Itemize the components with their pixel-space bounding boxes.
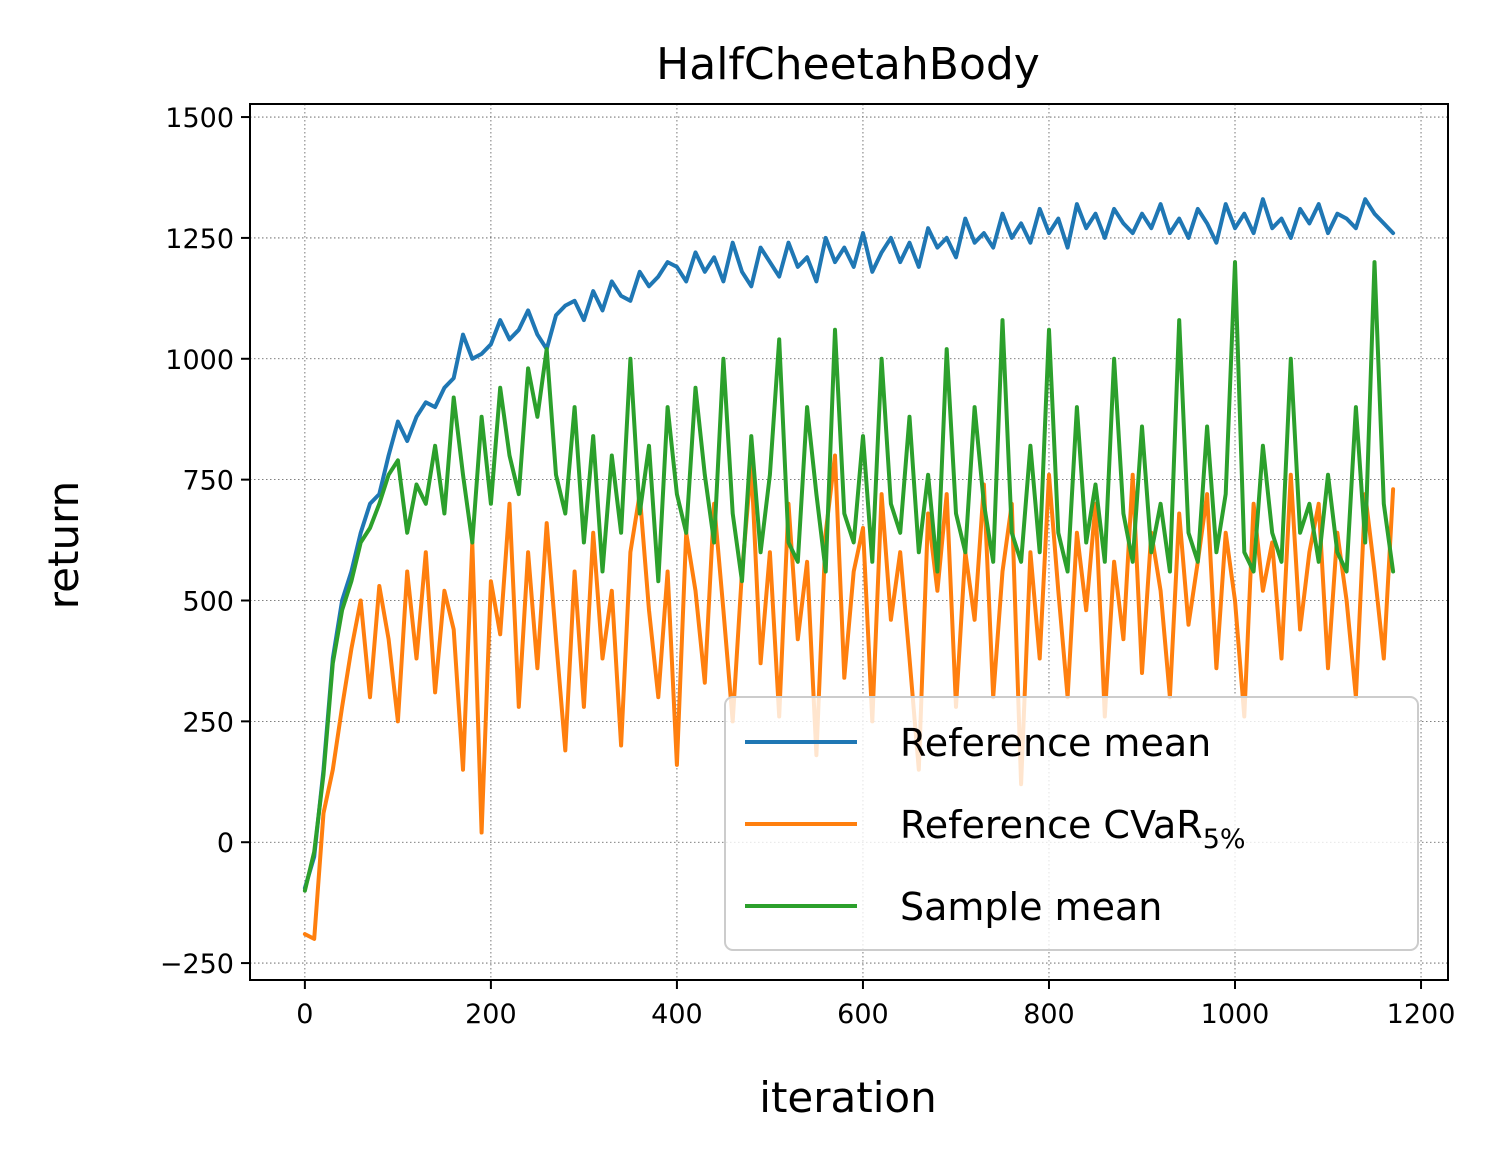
legend-label-text: Reference CVaR: [900, 803, 1203, 847]
plot-frame: [249, 103, 1449, 981]
y-tick-label: 1000: [165, 345, 234, 376]
y-axis-label: return: [39, 481, 88, 609]
series-line-1: [302, 453, 1396, 941]
legend-label-text: Reference mean: [900, 721, 1211, 765]
x-tick-label: 600: [837, 999, 889, 1030]
x-tick-label: 1000: [1201, 999, 1270, 1030]
y-tick-label: 750: [182, 466, 234, 497]
series-line-0: [302, 197, 1396, 891]
x-tick-label: 400: [651, 999, 703, 1030]
y-tick-label: −250: [160, 949, 234, 980]
chart-title: HalfCheetahBody: [656, 39, 1040, 90]
y-tick-label: 1250: [165, 224, 234, 255]
legend-label-1: Reference CVaR5%: [900, 803, 1246, 855]
legend-label-text: Sample mean: [900, 885, 1162, 929]
x-axis-label: iteration: [759, 1073, 936, 1122]
series-line-2: [302, 260, 1396, 893]
y-tick-label: 250: [182, 707, 234, 738]
legend: Reference mean Reference CVaR5% Sample mea…: [724, 696, 1419, 951]
series-lines: [302, 197, 1396, 941]
legend-label-2: Sample mean: [900, 885, 1162, 929]
legend-label-0: Reference mean: [900, 721, 1211, 765]
y-tick-label: 0: [217, 828, 234, 859]
y-tick-label: 500: [182, 586, 234, 617]
y-tick-label: 1500: [165, 103, 234, 134]
x-tick-label: 800: [1023, 999, 1075, 1030]
x-tick-label: 0: [296, 999, 313, 1030]
axis-ticks: 0 200 400 600 800 1000 1200 −250 0 250 500 750 1000 1…: [160, 103, 1456, 1030]
legend-label-subscript: 5%: [1203, 824, 1246, 855]
legend-box: [724, 696, 1419, 951]
x-tick-label: 200: [465, 999, 517, 1030]
x-tick-label: 1200: [1387, 999, 1456, 1030]
